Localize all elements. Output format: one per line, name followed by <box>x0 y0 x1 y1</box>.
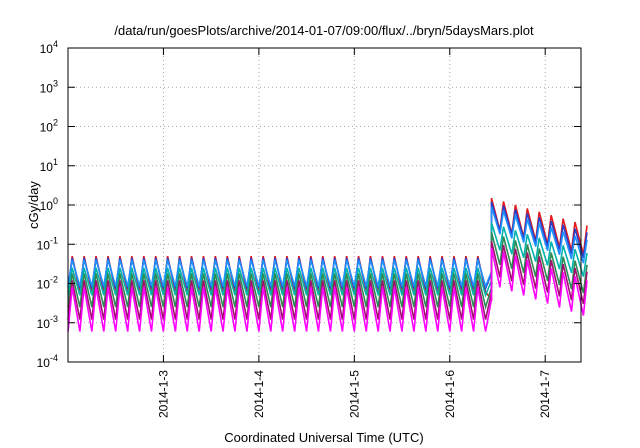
series-layer <box>67 197 588 332</box>
x-tick-label: 2014-1-3 <box>156 370 170 418</box>
x-tick-label: 2014-1-4 <box>252 370 266 418</box>
series-line <box>67 206 588 289</box>
x-tick-label: 2014-1-7 <box>538 370 552 418</box>
x-tick-label: 2014-1-6 <box>443 370 457 418</box>
x-axis-label: Coordinated Universal Time (UTC) <box>224 430 423 445</box>
series-line <box>67 232 588 311</box>
series-line <box>67 240 588 320</box>
chart-title: /data/run/goesPlots/archive/2014-01-07/0… <box>114 23 534 38</box>
y-axis-label: cGy/day <box>26 181 41 229</box>
series-line <box>67 247 588 332</box>
series-line <box>67 222 588 298</box>
x-tick-label: 2014-1-5 <box>347 370 361 418</box>
